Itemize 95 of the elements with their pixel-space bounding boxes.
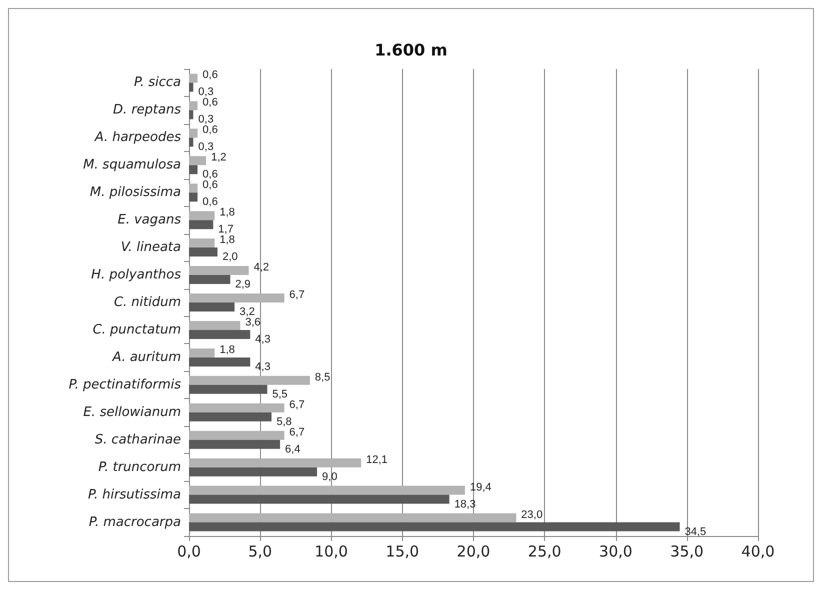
bar xyxy=(189,220,214,230)
bar xyxy=(189,486,465,495)
x-tick-label: 15,0 xyxy=(386,542,420,560)
data-label: 6,7 xyxy=(289,289,305,301)
y-tick-label: V. lineata xyxy=(120,240,182,256)
bar xyxy=(189,184,198,193)
y-tick-label: E. sellowianum xyxy=(83,404,181,420)
bar xyxy=(189,101,198,110)
data-label: 0,6 xyxy=(202,96,218,109)
bar xyxy=(189,82,194,92)
y-tick-label: P. pectinatiformis xyxy=(68,377,182,392)
bar xyxy=(189,348,215,358)
data-label: 1,2 xyxy=(211,152,226,164)
data-label: 3,2 xyxy=(240,306,255,318)
bar xyxy=(189,430,284,440)
data-label: 2,9 xyxy=(235,278,251,291)
bar xyxy=(189,384,268,394)
data-label: 1,7 xyxy=(218,224,234,236)
data-label: 34,5 xyxy=(684,526,706,538)
data-label: 19,4 xyxy=(470,481,492,494)
x-tick-label: 0,0 xyxy=(177,542,201,560)
data-label: 0,3 xyxy=(198,86,214,98)
data-label: 1,8 xyxy=(220,234,235,246)
y-tick-label: A. harpeodes xyxy=(94,130,182,146)
data-label: 0,6 xyxy=(202,179,218,192)
bar xyxy=(189,494,450,504)
data-label: 4,2 xyxy=(254,262,270,274)
bar xyxy=(189,330,250,339)
data-label: 12,1 xyxy=(366,454,388,466)
bar xyxy=(189,128,198,138)
x-tick-label: 5,0 xyxy=(248,542,272,560)
y-tick-label: C. nitidum xyxy=(114,295,181,310)
bar xyxy=(189,165,198,174)
y-tick-label: E. vagans xyxy=(118,212,182,228)
y-tick-label: M. squamulosa xyxy=(83,158,182,173)
y-tick-label: M. pilosissima xyxy=(90,185,182,200)
data-label: 0,6 xyxy=(202,124,218,136)
bar xyxy=(189,138,194,147)
bar xyxy=(189,320,240,330)
bar xyxy=(189,211,215,220)
x-tick-label: 40,0 xyxy=(741,542,775,560)
x-tick-label: 25,0 xyxy=(528,542,562,560)
x-tick-label: 35,0 xyxy=(670,542,704,560)
bar xyxy=(189,440,280,449)
bar xyxy=(189,357,250,366)
data-label: 1,8 xyxy=(220,206,235,219)
y-tick-label: D. reptans xyxy=(113,102,182,118)
bar xyxy=(189,467,318,476)
data-label: 6,4 xyxy=(285,443,300,456)
bar xyxy=(189,238,215,248)
bar xyxy=(189,302,235,312)
y-tick-label: H. polyanthos xyxy=(91,268,182,283)
data-label: 3,6 xyxy=(245,316,261,328)
data-label: 2,0 xyxy=(222,251,238,264)
data-label: 8,5 xyxy=(314,371,330,384)
data-label: 5,8 xyxy=(276,416,292,428)
data-label: 0,6 xyxy=(202,168,218,181)
data-label: 0,6 xyxy=(202,69,218,82)
data-label: 9,0 xyxy=(322,470,338,483)
bar xyxy=(189,513,516,522)
y-tick-label: S. catharinae xyxy=(94,432,181,448)
data-label: 5,5 xyxy=(272,388,288,400)
bar xyxy=(189,403,284,412)
bar xyxy=(189,376,310,385)
x-tick-label: 20,0 xyxy=(456,542,490,560)
bar xyxy=(189,248,218,257)
bar xyxy=(189,458,362,468)
chart-title: 1.600 m xyxy=(374,40,448,60)
bar xyxy=(189,275,230,284)
data-label: 0,3 xyxy=(198,114,214,126)
data-label: 23,0 xyxy=(521,508,543,521)
y-tick-label: P. truncorum xyxy=(98,460,181,475)
bar xyxy=(189,110,194,120)
bar xyxy=(189,156,206,166)
data-label: 6,7 xyxy=(289,426,305,438)
x-tick-label: 30,0 xyxy=(599,542,632,560)
bar xyxy=(189,192,198,202)
data-label: 1,8 xyxy=(220,344,235,356)
y-tick-label: P. hirsutissima xyxy=(88,487,182,502)
bar xyxy=(189,294,284,302)
data-label: 6,7 xyxy=(289,398,305,411)
y-tick-label: C. punctatum xyxy=(92,322,181,338)
bar xyxy=(189,522,680,532)
data-label: 0,3 xyxy=(198,141,214,154)
data-label: 0,6 xyxy=(202,196,218,208)
bar xyxy=(189,74,198,83)
bar xyxy=(189,266,249,276)
bar xyxy=(189,412,272,422)
data-label: 18,3 xyxy=(454,498,476,510)
y-tick-label: P. sicca xyxy=(134,75,182,90)
data-label: 4,3 xyxy=(255,360,270,373)
data-label: 4,3 xyxy=(255,333,270,346)
y-tick-label: P. macrocarpa xyxy=(88,514,182,530)
x-tick-label: 10,0 xyxy=(314,542,348,560)
y-tick-label: A. auritum xyxy=(111,350,181,365)
